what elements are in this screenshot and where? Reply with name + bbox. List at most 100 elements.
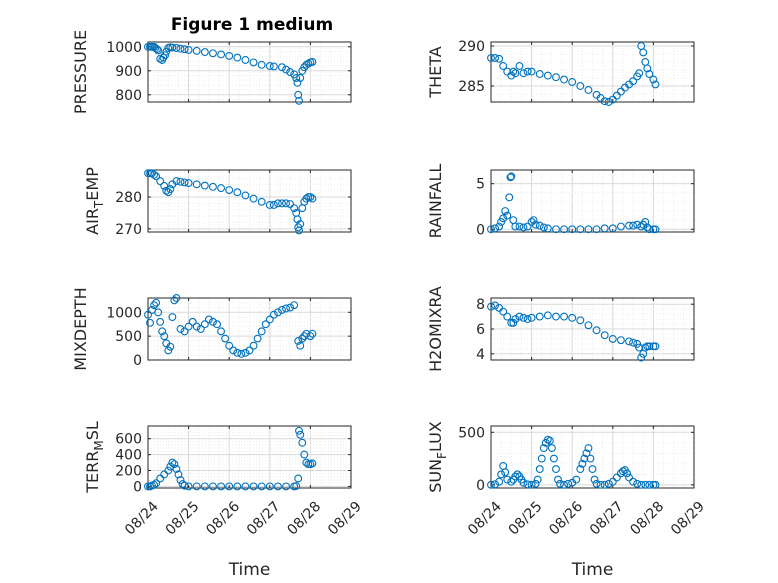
data-point xyxy=(495,222,504,231)
data-point xyxy=(545,436,554,445)
x-tick-label: 08/27 xyxy=(587,499,627,539)
data-point xyxy=(645,342,654,351)
data-point xyxy=(172,464,181,473)
y-tick-label: 1000 xyxy=(106,40,142,56)
data-point xyxy=(511,472,520,481)
data-point xyxy=(298,334,307,343)
axes-box xyxy=(147,425,352,489)
x-tick-label: 08/25 xyxy=(163,499,203,539)
data-point xyxy=(204,315,213,324)
y-tick-label: 0 xyxy=(476,478,485,494)
data-point xyxy=(269,201,278,209)
data-point xyxy=(552,465,560,474)
data-point xyxy=(547,444,556,453)
y-tick-label: 500 xyxy=(115,329,142,345)
data-point xyxy=(549,454,558,463)
data-point xyxy=(176,476,185,485)
data-point xyxy=(184,482,193,491)
data-point xyxy=(192,322,201,331)
data-point xyxy=(501,468,510,477)
data-point xyxy=(265,482,274,491)
data-point xyxy=(590,475,599,484)
data-point xyxy=(253,334,262,343)
data-point xyxy=(495,54,504,63)
data-point xyxy=(576,225,585,234)
data-point xyxy=(651,225,660,234)
data-point xyxy=(519,478,528,487)
data-point xyxy=(296,341,305,350)
data-point xyxy=(531,220,540,229)
data-point xyxy=(257,327,266,336)
data-point xyxy=(629,338,638,347)
data-point xyxy=(503,475,512,484)
subplot-2: 285 290 THETA xyxy=(426,39,695,106)
y-tick-label: 0 xyxy=(133,479,142,495)
data-point xyxy=(645,480,654,489)
data-point xyxy=(170,460,179,469)
data-point xyxy=(616,336,625,345)
data-point xyxy=(507,71,516,80)
data-point xyxy=(592,479,601,488)
data-point xyxy=(552,225,560,234)
data-point xyxy=(225,341,234,350)
y-axis-label: TERRMSL xyxy=(83,421,106,494)
data-point xyxy=(302,458,311,467)
data-point xyxy=(308,57,317,66)
data-point xyxy=(509,318,518,327)
axes-box xyxy=(490,41,695,103)
data-point xyxy=(600,331,609,340)
data-point xyxy=(511,222,520,231)
data-point xyxy=(629,221,638,230)
data-point xyxy=(491,54,500,62)
data-point xyxy=(499,62,508,70)
data-point xyxy=(152,172,161,181)
data-point xyxy=(499,214,508,223)
data-point xyxy=(156,317,165,326)
data-point xyxy=(300,332,309,341)
data-point xyxy=(302,194,311,203)
x-tick-label: 08/27 xyxy=(244,499,284,539)
y-axis-label: THETA xyxy=(426,46,445,98)
data-point xyxy=(192,482,201,491)
data-point xyxy=(308,194,317,203)
data-point xyxy=(209,182,217,191)
data-point xyxy=(612,91,621,100)
x-tick-label: 08/26 xyxy=(203,499,243,539)
data-point xyxy=(176,44,185,53)
data-point xyxy=(217,184,226,193)
data-point xyxy=(596,480,605,489)
data-point xyxy=(257,60,266,69)
data-point xyxy=(641,343,650,352)
x-axis-label: Time xyxy=(571,560,614,580)
y-axis-label: RAINFALL xyxy=(426,164,445,239)
data-point xyxy=(600,224,609,233)
data-point xyxy=(209,317,217,326)
data-point xyxy=(188,317,197,326)
data-point xyxy=(588,465,597,474)
data-point xyxy=(172,177,181,186)
data-point xyxy=(487,302,495,311)
data-point xyxy=(543,71,552,80)
data-point xyxy=(535,70,544,78)
data-point xyxy=(552,312,560,321)
data-point xyxy=(511,315,520,324)
data-point xyxy=(161,51,170,60)
data-point xyxy=(164,346,173,355)
data-point xyxy=(608,95,617,104)
data-point xyxy=(600,480,609,489)
data-point xyxy=(144,42,152,51)
y-tick-label: 4 xyxy=(476,347,485,363)
data-point xyxy=(584,86,593,94)
data-point xyxy=(535,312,544,321)
data-point xyxy=(200,482,209,491)
data-point xyxy=(582,449,591,458)
y-tick-label: 0 xyxy=(476,222,485,238)
data-point xyxy=(265,201,274,209)
data-point xyxy=(539,223,548,232)
y-axis-label: SUNFLUX xyxy=(426,421,449,493)
y-tick-label: 270 xyxy=(115,222,142,238)
y-tick-label: 5 xyxy=(476,177,485,193)
data-point xyxy=(641,218,650,226)
data-point xyxy=(180,45,189,54)
subplot-6: 4 6 8 H2OMIXRA xyxy=(426,286,695,372)
